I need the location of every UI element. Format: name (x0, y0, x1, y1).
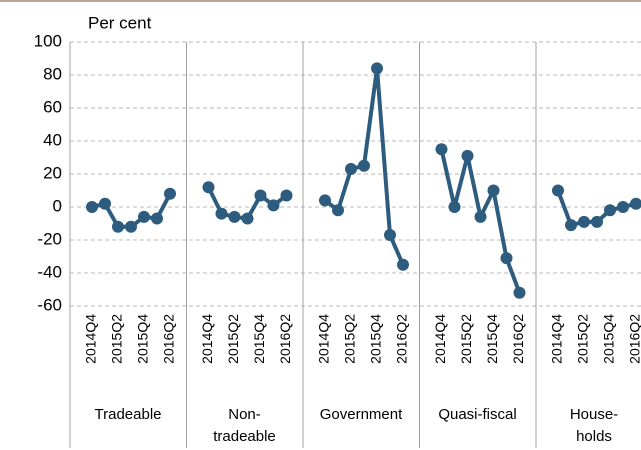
data-point (125, 220, 137, 233)
data-point (513, 286, 526, 299)
data-point (397, 258, 409, 271)
data-point (617, 201, 629, 213)
x-tick-label: 2014Q4 (549, 314, 565, 364)
data-point (254, 189, 267, 202)
x-tick-label: 2016Q2 (394, 314, 410, 364)
y-tick-label: 80 (43, 64, 62, 83)
panel-label: House- holds (569, 406, 619, 445)
x-tick-label: 2015Q2 (109, 314, 125, 364)
data-point (241, 212, 254, 225)
x-tick-label: 2015Q4 (251, 314, 267, 364)
data-point (332, 204, 344, 217)
y-tick-label: -20 (37, 229, 62, 248)
panel-label: Tradeable (94, 406, 162, 423)
x-tick-label: 2014Q4 (432, 314, 448, 364)
data-point (487, 184, 500, 197)
data-point (164, 187, 176, 200)
y-tick-label: 20 (43, 163, 62, 182)
y-tick-label: 100 (34, 31, 62, 50)
x-tick-label: 2015Q2 (575, 314, 591, 364)
x-tick-label: 2016Q2 (277, 314, 293, 364)
data-point (384, 229, 396, 242)
data-point (461, 149, 474, 162)
panel-label: Non- tradeable (213, 406, 276, 445)
panel-label: Quasi-fiscal (438, 406, 517, 423)
data-point (319, 194, 331, 207)
data-point (435, 143, 448, 156)
x-tick-label: 2015Q2 (225, 314, 241, 364)
data-point (371, 62, 383, 75)
x-tick-label: 2016Q2 (161, 314, 177, 364)
data-point (630, 197, 641, 210)
data-point (474, 210, 487, 223)
x-tick-label: 2015Q4 (601, 314, 617, 364)
data-point (267, 199, 280, 212)
x-tick-label: 2014Q4 (83, 314, 99, 364)
x-tick-label: 2015Q2 (342, 314, 358, 364)
x-tick-label: 2015Q4 (484, 314, 500, 364)
x-tick-label: 2014Q4 (199, 314, 215, 364)
data-point (500, 252, 513, 265)
data-point (86, 201, 98, 213)
x-tick-label: 2015Q2 (458, 314, 474, 364)
x-tick-label: 2016Q2 (510, 314, 526, 364)
x-tick-label: 2015Q4 (135, 314, 151, 364)
data-point (99, 197, 111, 210)
data-point (228, 210, 241, 223)
y-tick-label: 0 (53, 196, 62, 215)
y-axis-label: Per cent (88, 13, 152, 32)
data-point (358, 159, 370, 172)
data-point (604, 204, 616, 217)
data-point (345, 163, 357, 176)
data-point (552, 184, 564, 197)
y-tick-label: -40 (37, 262, 62, 281)
data-point (112, 220, 124, 233)
x-tick-label: 2014Q4 (316, 314, 332, 364)
x-tick-label: 2016Q2 (627, 314, 641, 364)
data-point (448, 201, 461, 213)
data-point (138, 210, 150, 223)
data-point (591, 215, 603, 228)
y-tick-label: -60 (37, 295, 62, 314)
data-point (215, 207, 228, 220)
panel-label: Government (319, 406, 403, 423)
y-tick-label: 40 (43, 130, 62, 149)
data-point (280, 189, 293, 202)
data-point (202, 181, 215, 194)
x-tick-label: 2015Q4 (368, 314, 384, 364)
y-tick-label: 60 (43, 97, 62, 116)
data-point (565, 219, 577, 232)
data-point (151, 212, 163, 225)
data-point (578, 215, 590, 228)
